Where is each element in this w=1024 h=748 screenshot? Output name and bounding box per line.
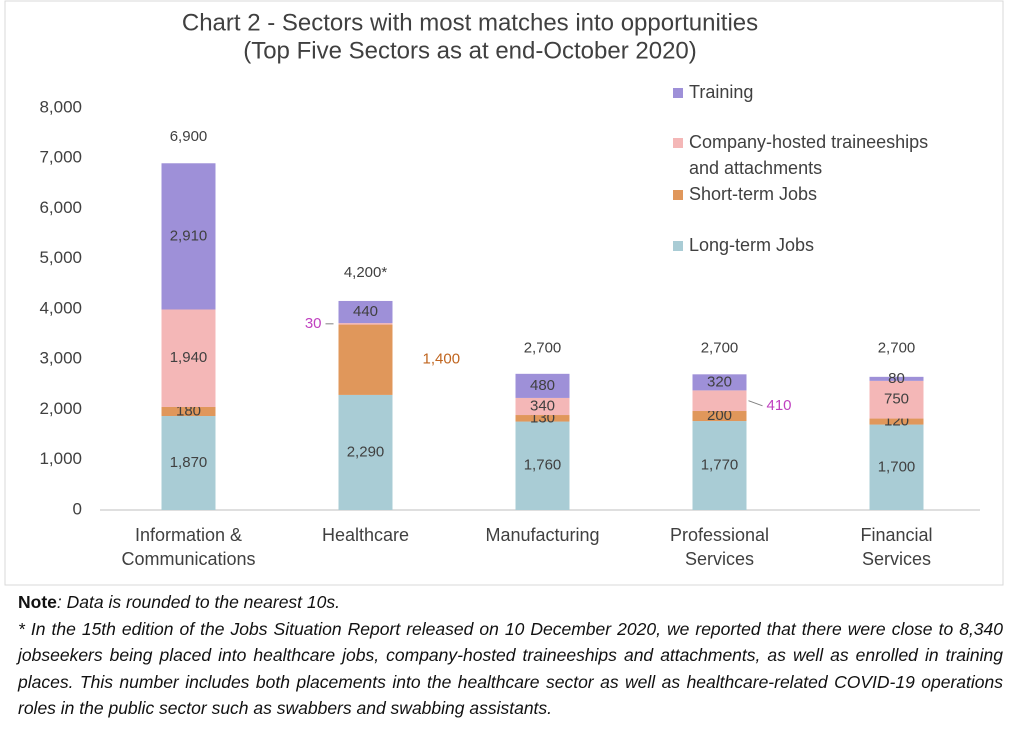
data-label: 340	[530, 397, 555, 414]
y-tick-label: 1,000	[39, 449, 82, 468]
legend-swatch	[673, 190, 683, 200]
data-label: 410	[767, 397, 792, 414]
data-label: 1,760	[524, 457, 562, 474]
total-label: 2,700	[524, 339, 562, 356]
bar-segment	[692, 374, 747, 391]
total-label: 6,900	[170, 128, 208, 145]
note-label: Note	[18, 592, 57, 612]
chart: Chart 2 - Sectors with most matches into…	[4, 0, 1004, 586]
leader-line	[748, 400, 763, 407]
bar-segment	[869, 418, 924, 425]
y-tick-label: 4,000	[39, 298, 82, 317]
data-label: 2,910	[170, 227, 208, 244]
bar-segment	[338, 323, 393, 325]
data-label: 30	[305, 315, 322, 332]
total-label: 2,700	[878, 339, 916, 356]
chart-border	[4, 0, 1004, 586]
bar-segment	[338, 324, 393, 395]
chart-title: Chart 2 - Sectors with most matches into…	[182, 9, 758, 36]
x-tick-label: Professional Services	[670, 525, 769, 569]
legend-swatch	[673, 138, 683, 148]
x-tick-label: Manufacturing	[485, 525, 599, 545]
y-tick-label: 3,000	[39, 349, 82, 368]
legend-label: Long-term Jobs	[689, 235, 814, 255]
bar-segment	[869, 376, 924, 381]
legend-swatch	[673, 88, 683, 98]
chart-subtitle: (Top Five Sectors as at end-October 2020…	[243, 37, 697, 64]
bar-segment	[692, 421, 747, 510]
bar-segment	[338, 300, 393, 324]
bar-segment	[515, 397, 570, 416]
y-tick-label: 0	[73, 499, 82, 518]
footnote: * In the 15th edition of the Jobs Situat…	[18, 618, 1003, 719]
bar-segment	[338, 394, 393, 510]
data-label: 480	[530, 377, 555, 394]
notes: Note: Data is rounded to the nearest 10s…	[18, 589, 1003, 722]
data-label: 200	[707, 407, 732, 424]
bar-segment	[869, 380, 924, 419]
legend-swatch	[673, 241, 683, 251]
data-label: 1,400	[423, 351, 461, 368]
bar-segment	[515, 415, 570, 422]
y-tick-label: 7,000	[39, 148, 82, 167]
data-label: 1,770	[701, 456, 739, 473]
bar-segment	[161, 309, 216, 407]
bar-segment	[515, 421, 570, 510]
data-label: 80	[888, 370, 905, 387]
bar-segment	[869, 424, 924, 510]
data-label: 1,870	[170, 454, 208, 471]
x-tick-label: Information & Communications	[121, 525, 255, 569]
bar-segment	[161, 163, 216, 310]
y-tick-label: 8,000	[39, 97, 82, 116]
x-tick-label: Financial Services	[860, 525, 932, 569]
bar-segment	[161, 416, 216, 510]
data-label: 1,940	[170, 349, 208, 366]
data-label: 1,700	[878, 458, 916, 475]
data-label: 440	[353, 303, 378, 320]
bar-segment	[515, 373, 570, 398]
note-text: : Data is rounded to the nearest 10s.	[56, 592, 340, 612]
data-label: 2,290	[347, 443, 385, 460]
legend-label: Training	[689, 82, 753, 102]
x-tick-label: Healthcare	[322, 525, 409, 545]
bar-segment	[692, 411, 747, 422]
total-label: 4,200*	[344, 264, 388, 281]
bar-segment	[692, 390, 747, 412]
legend-label: Company-hosted traineeships and attachmen…	[689, 132, 928, 178]
note: Note: Data is rounded to the nearest 10s…	[18, 589, 1003, 616]
y-tick-label: 5,000	[39, 248, 82, 267]
data-label: 320	[707, 373, 732, 390]
data-label: 750	[884, 391, 909, 408]
bar-segment	[161, 406, 216, 417]
y-tick-label: 2,000	[39, 399, 82, 418]
legend-label: Short-term Jobs	[689, 184, 817, 204]
y-tick-label: 6,000	[39, 198, 82, 217]
total-label: 2,700	[701, 339, 739, 356]
